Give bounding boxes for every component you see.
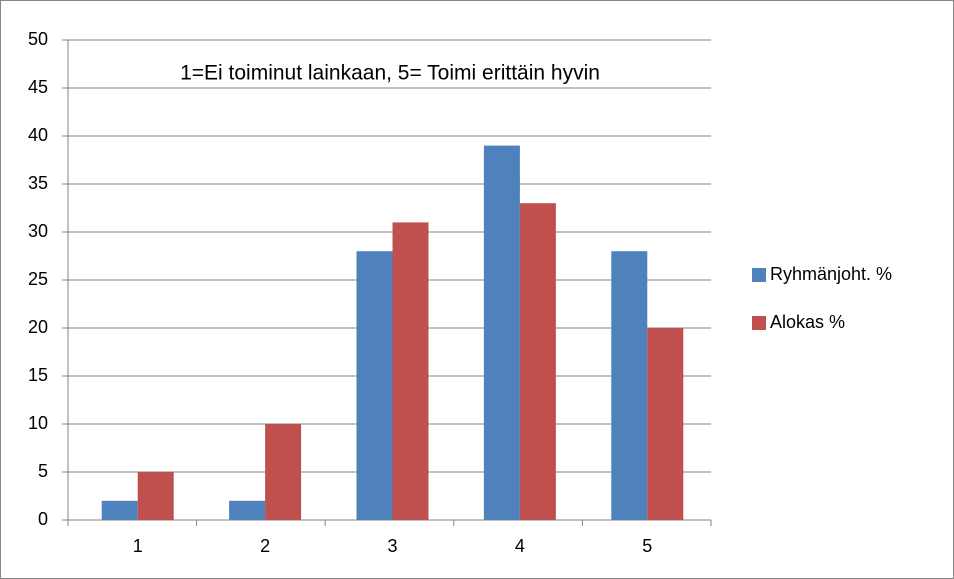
bar [392,222,429,520]
y-tick-label: 15 [28,365,48,385]
y-tick-label: 0 [38,509,48,529]
x-tick-label: 2 [260,536,270,556]
bar [137,472,174,520]
x-tick-label: 4 [515,536,525,556]
annotation: 1=Ei toiminut lainkaan, 5= Toimi erittäi… [180,62,600,85]
bar [647,328,684,520]
bar [483,145,520,520]
y-tick-label: 50 [28,29,48,49]
y-tick-label: 20 [28,317,48,337]
legend-swatch [752,316,766,330]
y-tick-label: 35 [28,173,48,193]
bar [229,500,266,520]
bar [611,251,648,520]
x-tick-label: 5 [642,536,652,556]
y-tick-label: 10 [28,413,48,433]
x-tick-label: 3 [387,536,397,556]
legend-label: Ryhmänjoht. % [770,264,892,284]
legend-label: Alokas % [770,312,845,332]
bar [356,251,393,520]
y-tick-label: 30 [28,221,48,241]
legend-swatch [752,268,766,282]
y-tick-label: 25 [28,269,48,289]
y-tick-label: 5 [38,461,48,481]
bar [101,500,138,520]
bar [265,424,302,520]
bar [519,203,556,520]
x-tick-label: 1 [133,536,143,556]
y-tick-label: 45 [28,77,48,97]
y-tick-label: 40 [28,125,48,145]
